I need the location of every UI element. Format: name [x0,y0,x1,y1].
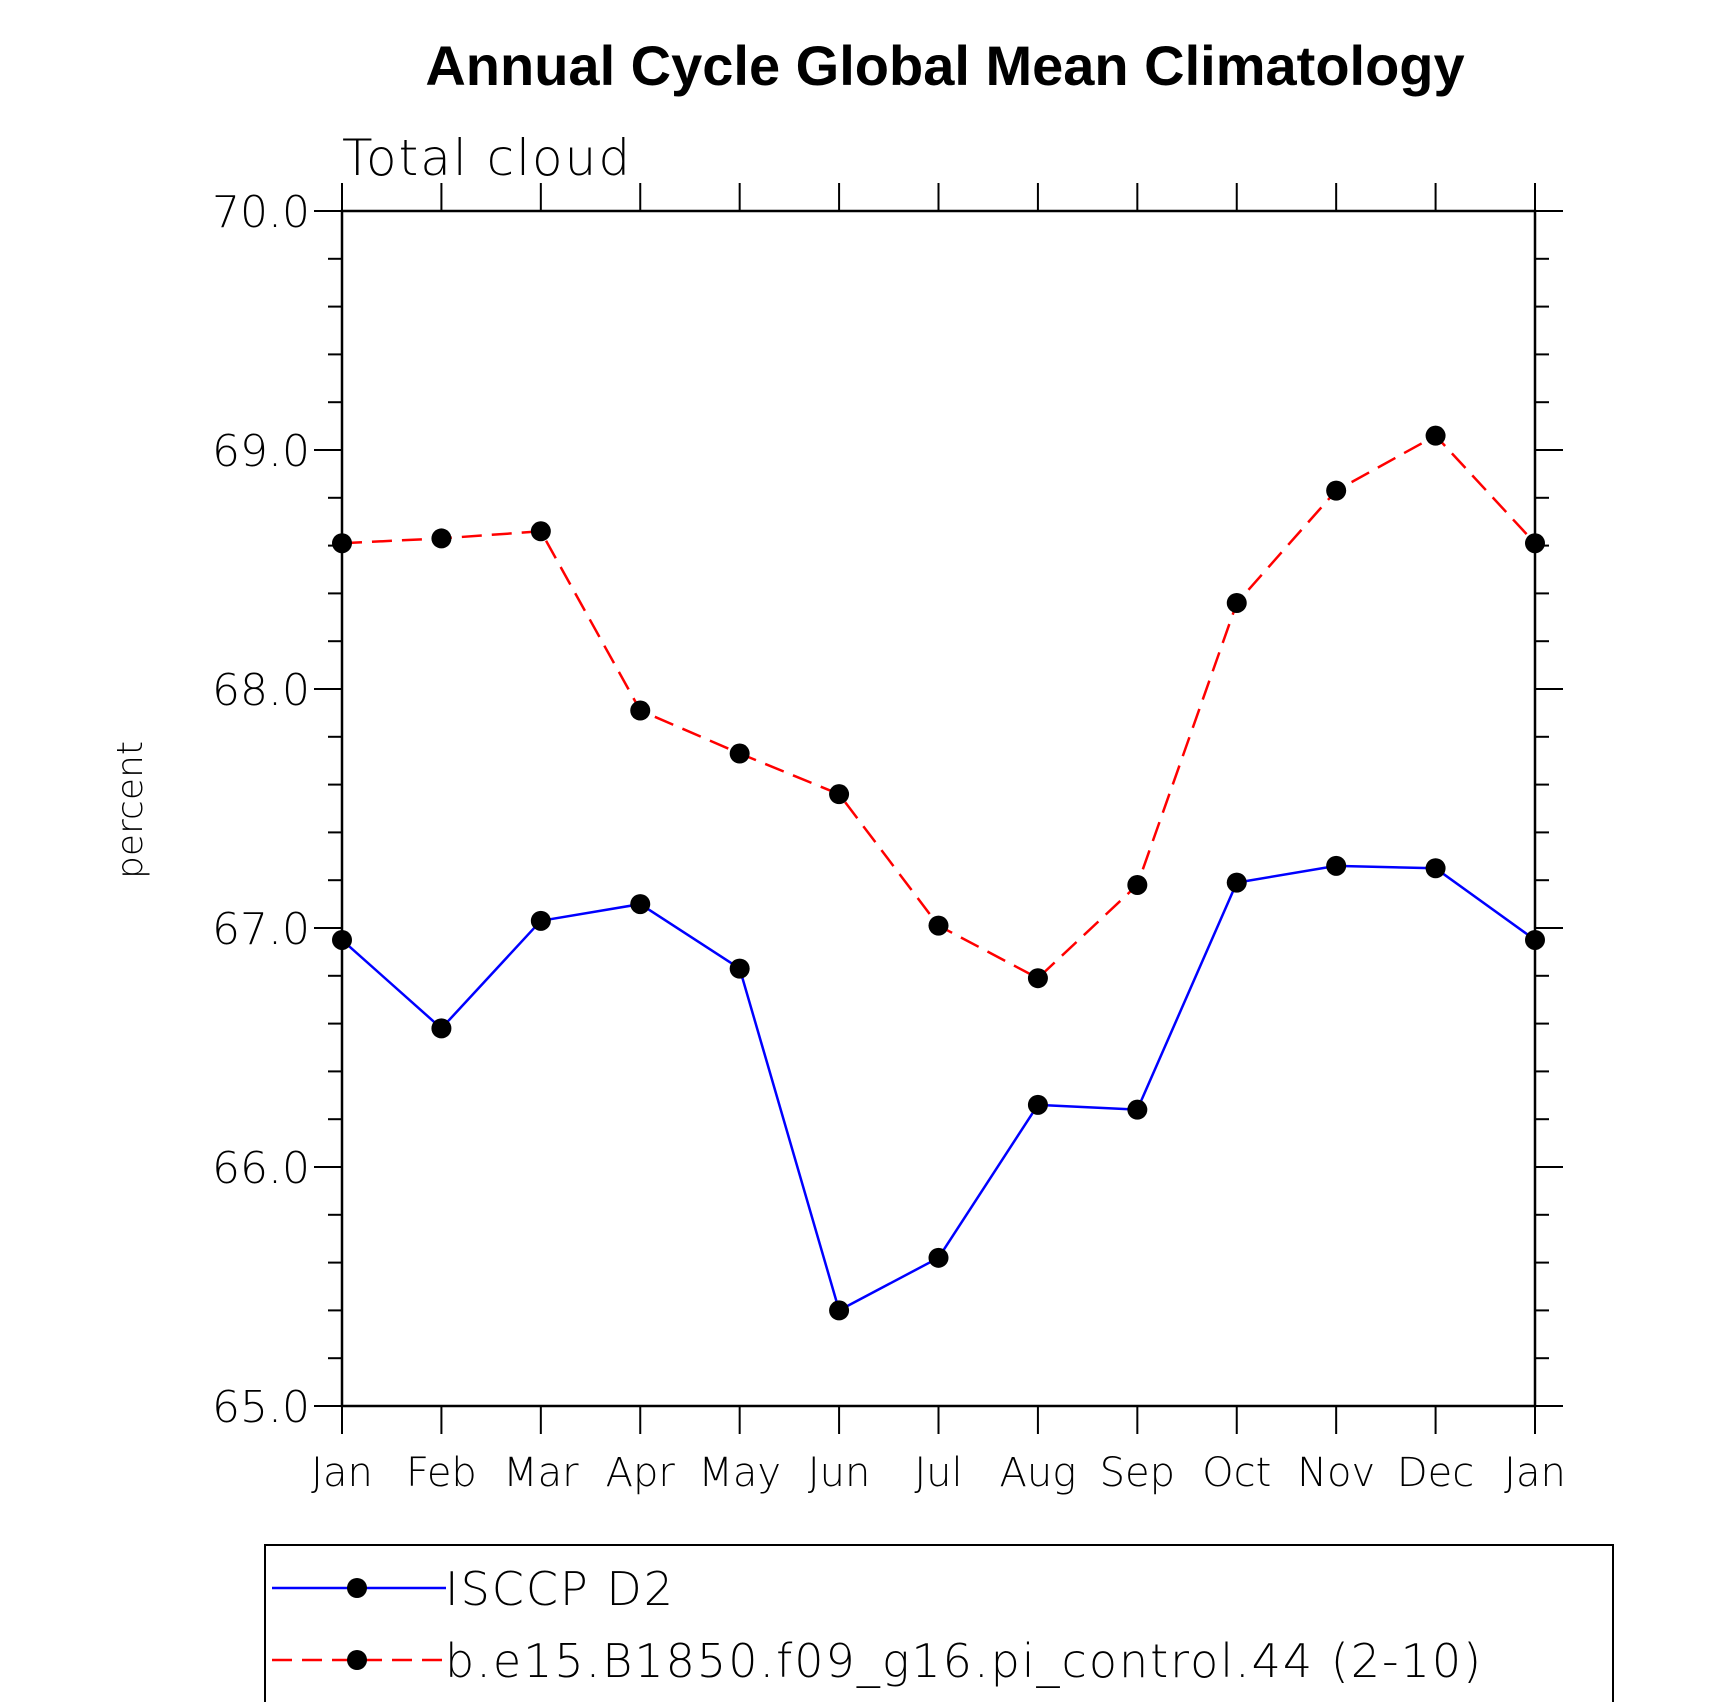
x-tick-label: Jun [808,1450,871,1496]
x-tick-label: Apr [606,1450,676,1496]
y-tick-label: 67.0 [212,904,310,955]
legend-item-model: b.e15.B1850.f09_g16.pi_control.44 (2-10) [272,1634,1483,1688]
x-tick-label: Oct [1202,1450,1271,1496]
series-layer [332,425,1545,1321]
data-point [332,533,352,554]
x-tick-label: Jan [1504,1450,1566,1496]
legend-label-isccp: ISCCP D2 [445,1562,675,1616]
data-point [829,1300,850,1321]
data-point [729,958,750,979]
chart-subtitle: Total cloud [342,129,632,187]
x-tick-label: Jul [914,1450,962,1496]
data-point [1127,874,1148,895]
data-point [332,929,352,950]
y-tick-label: 66.0 [212,1143,310,1194]
data-point [829,784,850,805]
legend-label-model: b.e15.B1850.f09_g16.pi_control.44 (2-10) [445,1634,1483,1688]
data-point [1027,968,1048,989]
x-tick-label: May [698,1450,781,1496]
legend-marker-model [347,1650,367,1670]
x-tick-label: Jan [311,1450,373,1496]
y-tick-label: 69.0 [212,426,310,477]
series-line-1 [341,434,1536,980]
x-tick-label: Feb [406,1450,477,1496]
data-point [1027,1094,1048,1115]
x-tick-label: Mar [503,1450,579,1496]
data-point [729,743,750,764]
plot-frame [340,209,1537,1408]
data-point [630,894,651,915]
x-tick-label: Sep [1100,1450,1175,1496]
x-tick-label: Dec [1397,1450,1474,1496]
legend-item-isccp: ISCCP D2 [272,1562,675,1616]
chart-title: Annual Cycle Global Mean Climatology [425,34,1464,97]
data-point [630,700,651,721]
x-tick-label: Nov [1297,1450,1375,1496]
y-ticks: 65.0 66.0 67.0 68.0 69.0 70.0 [212,187,1563,1433]
data-point [928,1247,949,1268]
data-point [431,1018,452,1039]
data-point [1425,425,1446,446]
y-tick-label: 70.0 [212,187,310,238]
data-point [1326,480,1347,501]
y-axis-label: percent [110,741,151,879]
data-point [1525,533,1545,554]
data-point [1127,1099,1148,1120]
data-point [1326,855,1347,876]
data-point [1226,592,1247,613]
legend-box [264,1544,1614,1702]
x-ticks: Jan Feb Mar Apr May Jun Jul Aug Sep Oct Nov Dec Jan [311,183,1566,1496]
data-point [530,910,551,931]
legend-marker-isccp [347,1578,367,1598]
data-point [1226,872,1247,893]
x-tick-label: Aug [1000,1450,1077,1496]
data-point [431,528,452,549]
data-point [928,915,949,936]
data-point [1525,929,1545,950]
data-point [530,521,551,542]
data-point [1425,858,1446,879]
y-tick-label: 68.0 [212,665,310,716]
y-tick-label: 65.0 [212,1382,310,1433]
